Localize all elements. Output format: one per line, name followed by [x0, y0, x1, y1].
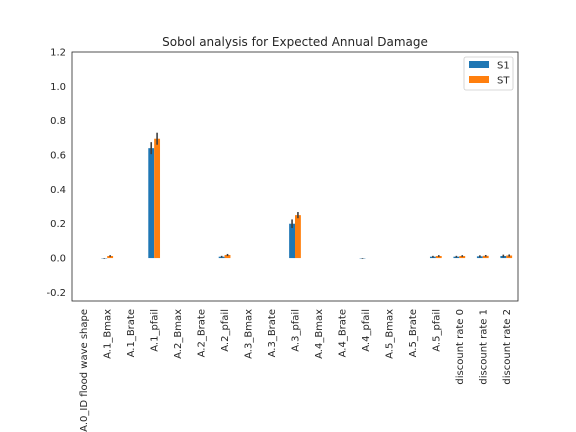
x-tick-label: A.5_Bmax — [384, 309, 395, 359]
y-tick-label: 1.2 — [50, 48, 66, 59]
bar-st — [107, 256, 114, 259]
y-axis-ticks: -0.2 0.0 0.2 0.4 0.6 0.8 1.0 1.2 — [46, 48, 66, 299]
x-tick-label: A.5_pfail — [431, 309, 442, 352]
x-tick-label: A.3_Bmax — [244, 309, 255, 359]
x-axis-ticks: A.0_ID flood wave shape A.1_Bmax A.1_Brate… — [79, 309, 513, 432]
legend-swatch-st — [469, 76, 489, 83]
x-tick-label: A.4_pfail — [361, 309, 372, 352]
x-tick-label: A.0_ID flood wave shape — [79, 309, 90, 432]
y-tick-label: 0.4 — [50, 185, 66, 196]
plot-frame — [71, 51, 519, 302]
bar-st — [459, 256, 466, 259]
x-tick-label: discount rate 2 — [502, 309, 513, 385]
bar-st — [295, 215, 301, 259]
bar-s1 — [148, 148, 155, 259]
bar-st — [224, 254, 231, 259]
x-tick-label: A.1_pfail — [150, 309, 161, 352]
legend: S1 ST — [463, 56, 514, 91]
x-tick-label: discount rate 0 — [455, 309, 466, 385]
x-tick-label: A.5_Brate — [408, 309, 419, 357]
x-tick-label: A.2_Brate — [197, 309, 208, 357]
chart-title: Sobol analysis for Expected Annual Damag… — [162, 35, 428, 49]
y-tick-label: -0.2 — [46, 288, 66, 299]
bar-st — [482, 255, 489, 259]
x-tick-label: discount rate 1 — [478, 309, 489, 385]
x-tick-label: A.3_Brate — [267, 309, 278, 357]
y-tick-label: 0.6 — [50, 151, 66, 162]
x-tick-label: A.3_pfail — [291, 309, 302, 352]
legend-label-s1: S1 — [497, 61, 510, 72]
y-tick-label: 0.8 — [50, 116, 66, 127]
bar-st — [154, 138, 161, 259]
y-tick-label: 0.0 — [50, 254, 66, 265]
bar-st — [435, 256, 442, 259]
legend-swatch-s1 — [469, 61, 489, 68]
x-tick-label: A.1_Bmax — [103, 309, 114, 359]
x-tick-label: A.4_Brate — [337, 309, 348, 357]
legend-label-st: ST — [497, 76, 510, 87]
x-tick-label: A.2_pfail — [220, 309, 231, 352]
y-tick-label: 1.0 — [50, 82, 66, 93]
bar-s1 — [289, 223, 295, 259]
y-tick-label: 0.2 — [50, 219, 66, 230]
errorbars-group — [103, 132, 510, 259]
bar-st — [506, 255, 513, 259]
x-tick-label: A.4_Bmax — [314, 309, 325, 359]
x-tick-label: A.2_Bmax — [173, 309, 184, 359]
x-tick-label: A.1_Brate — [126, 309, 137, 357]
